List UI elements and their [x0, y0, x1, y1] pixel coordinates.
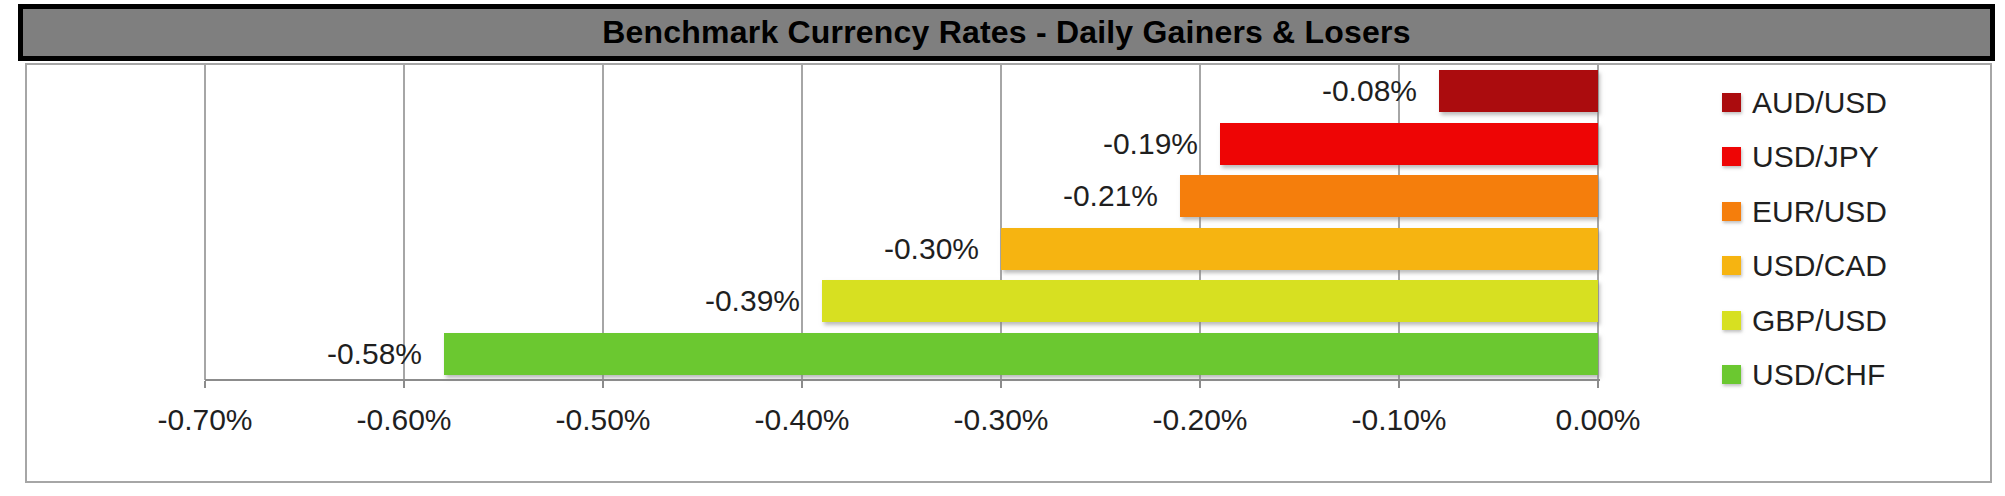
x-axis-tick	[1000, 381, 1002, 388]
x-axis-tick-label: -0.50%	[523, 402, 683, 438]
x-axis-line	[205, 379, 1600, 381]
bar-aud-usd[interactable]	[1439, 70, 1598, 112]
legend-label: AUD/USD	[1752, 85, 1887, 121]
legend-swatch	[1722, 311, 1741, 330]
legend-swatch	[1722, 147, 1741, 166]
bar-value-label: -0.30%	[884, 231, 979, 267]
grid-line	[204, 65, 206, 380]
bar-usd-cad[interactable]	[1001, 228, 1598, 270]
x-axis-tick-label: -0.30%	[921, 402, 1081, 438]
x-axis-tick-label: -0.20%	[1120, 402, 1280, 438]
bar-usd-jpy[interactable]	[1220, 123, 1598, 165]
bar-value-label: -0.21%	[1063, 178, 1158, 214]
bar-value-label: -0.08%	[1322, 73, 1417, 109]
x-axis-tick	[1199, 381, 1201, 388]
bar-gbp-usd[interactable]	[822, 280, 1598, 322]
bar-usd-chf[interactable]	[444, 333, 1598, 375]
x-axis-tick-label: -0.70%	[125, 402, 285, 438]
chart-title-bar: Benchmark Currency Rates - Daily Gainers…	[18, 4, 1995, 61]
legend-swatch	[1722, 93, 1741, 112]
x-axis-tick	[403, 381, 405, 388]
legend-label: USD/CAD	[1752, 248, 1887, 284]
legend-label: EUR/USD	[1752, 194, 1887, 230]
x-axis-tick-label: -0.60%	[324, 402, 484, 438]
legend-swatch	[1722, 365, 1741, 384]
bar-eur-usd[interactable]	[1180, 175, 1598, 217]
x-axis-tick	[1597, 381, 1599, 388]
x-axis-tick-label: -0.40%	[722, 402, 882, 438]
legend-label: USD/CHF	[1752, 357, 1885, 393]
legend-swatch	[1722, 256, 1741, 275]
grid-line	[403, 65, 405, 380]
currency-rates-chart: Benchmark Currency Rates - Daily Gainers…	[0, 0, 2005, 496]
bar-value-label: -0.58%	[327, 336, 422, 372]
legend-label: USD/JPY	[1752, 139, 1879, 175]
x-axis-tick	[602, 381, 604, 388]
x-axis-tick-label: 0.00%	[1518, 402, 1678, 438]
x-axis-tick	[204, 381, 206, 388]
chart-title: Benchmark Currency Rates - Daily Gainers…	[602, 14, 1410, 51]
bar-value-label: -0.39%	[705, 283, 800, 319]
x-axis-tick	[1398, 381, 1400, 388]
legend-label: GBP/USD	[1752, 303, 1887, 339]
legend-swatch	[1722, 202, 1741, 221]
x-axis-tick	[801, 381, 803, 388]
bar-value-label: -0.19%	[1103, 126, 1198, 162]
x-axis-tick-label: -0.10%	[1319, 402, 1479, 438]
